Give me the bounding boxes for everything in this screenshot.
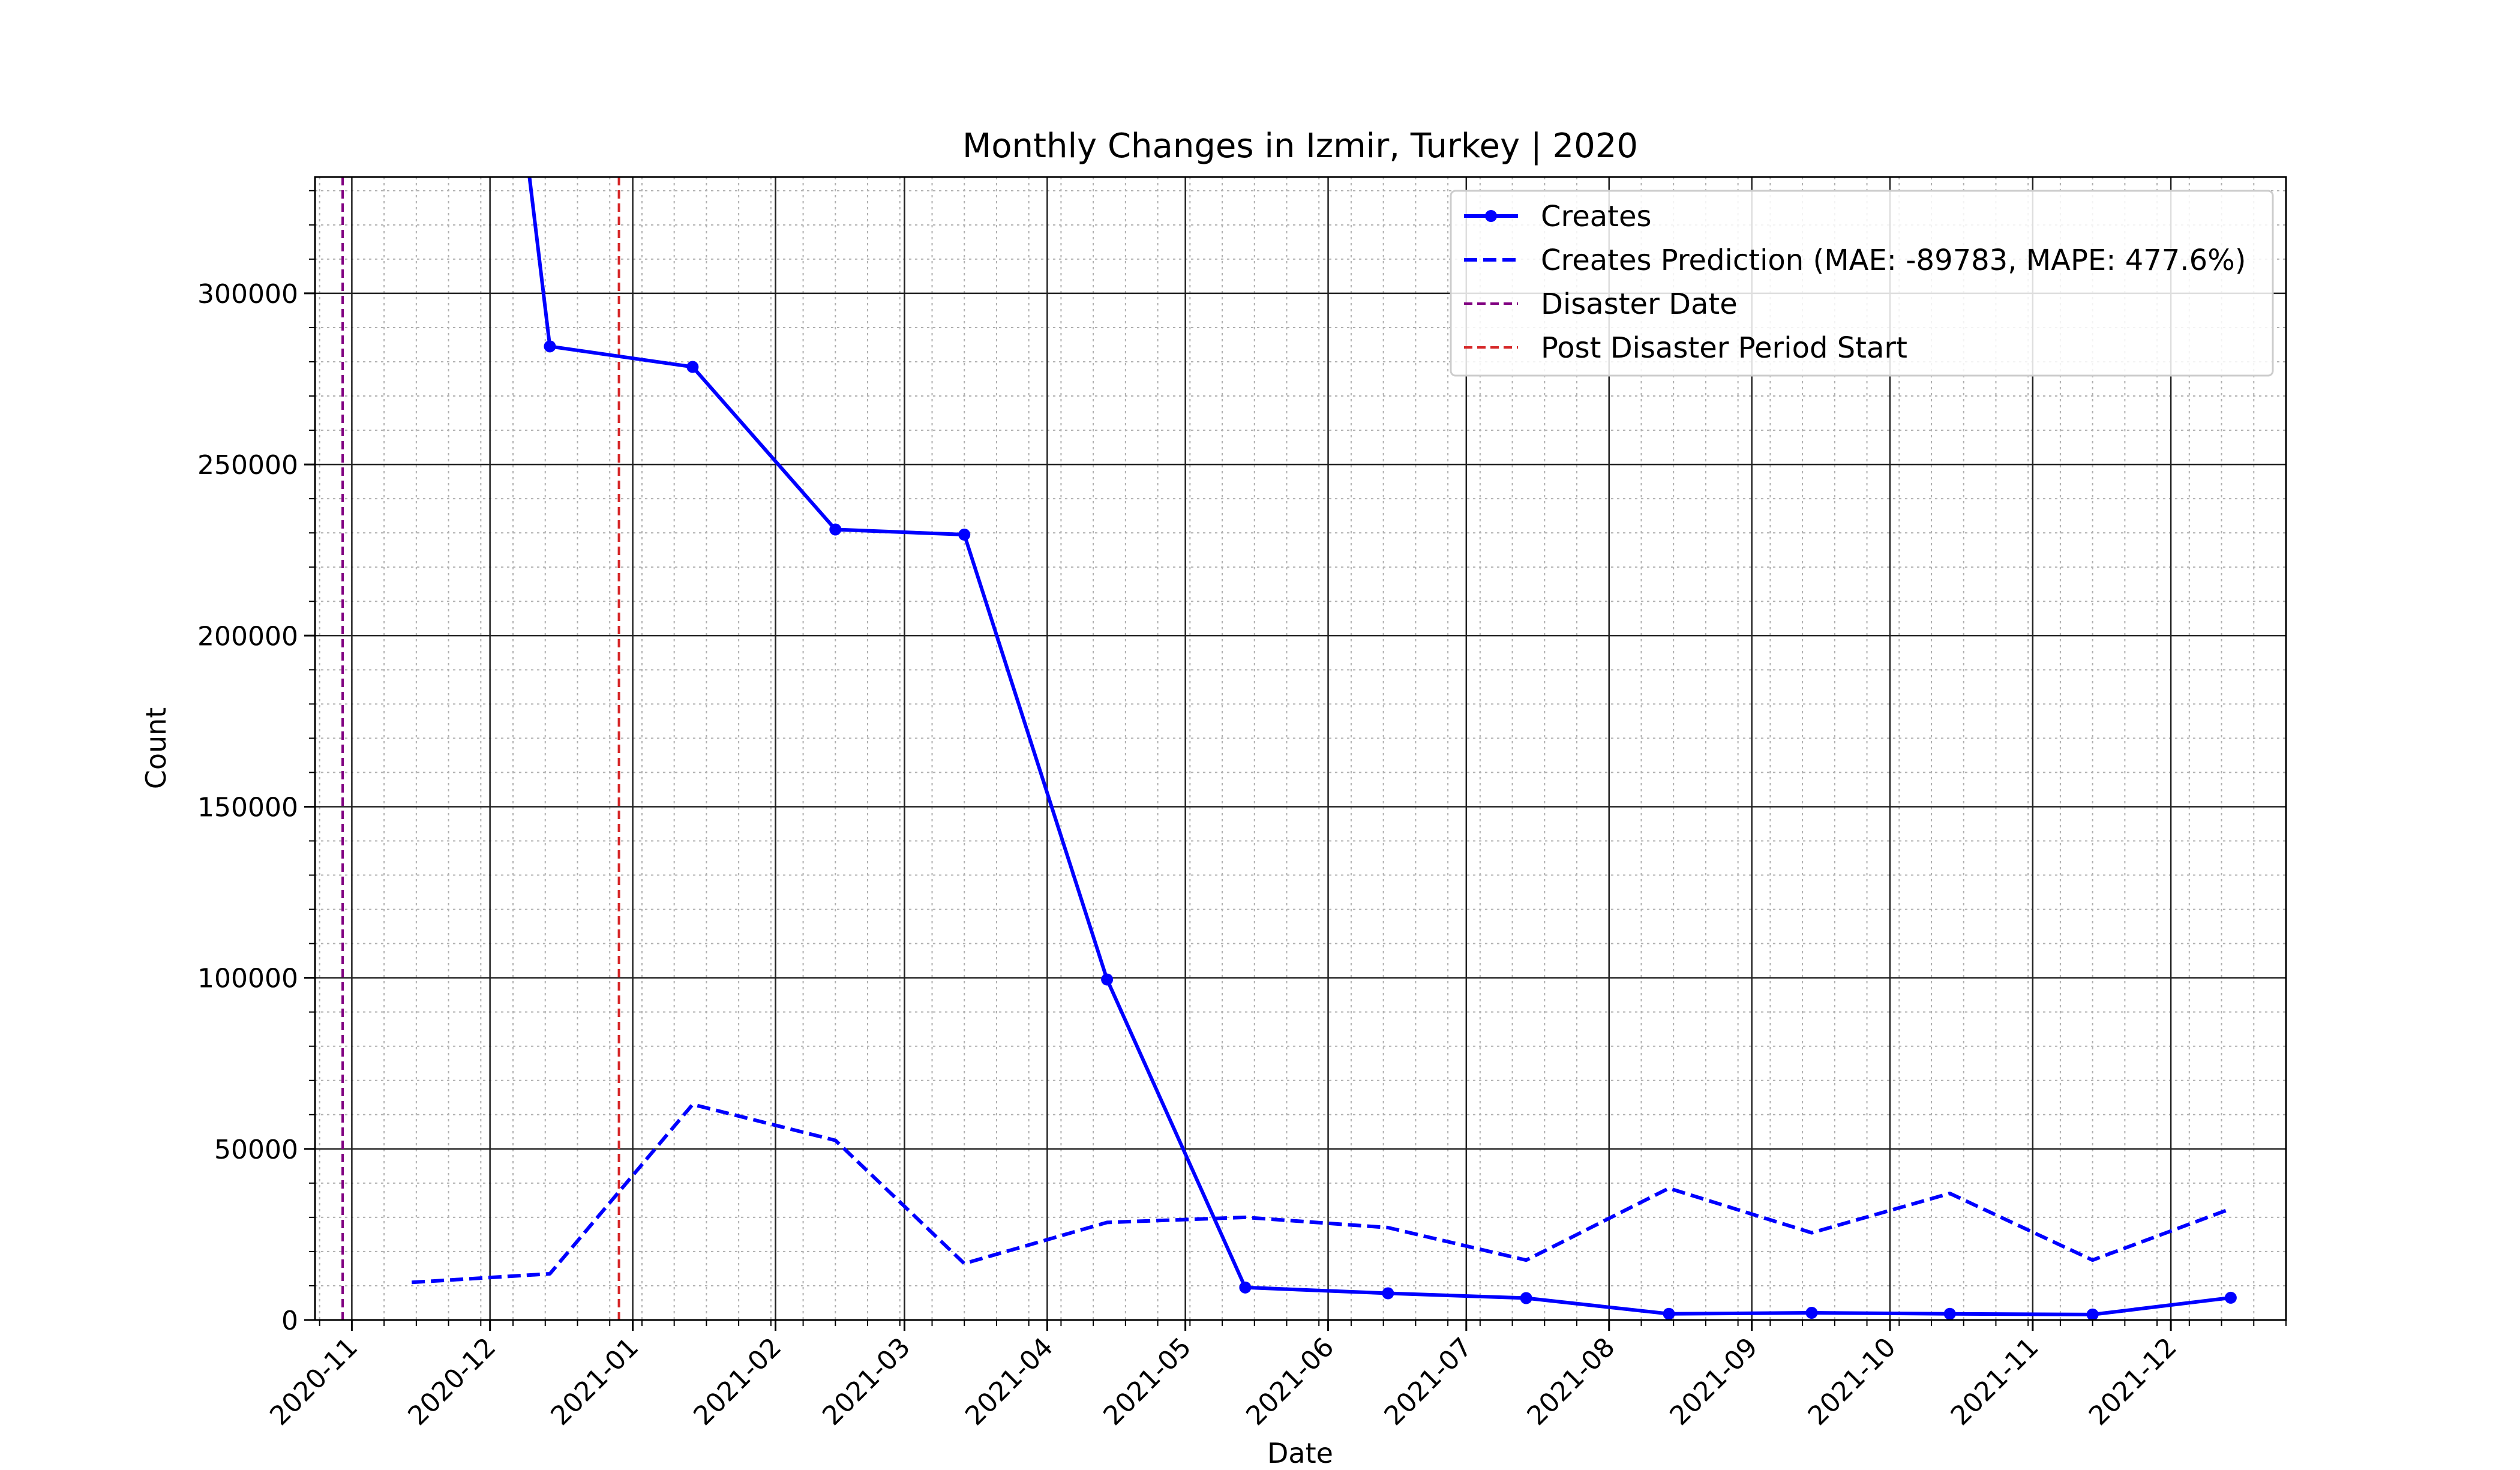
y-tick-label: 150000 [197,792,298,823]
legend-label-prediction: Creates Prediction (MAE: -89783, MAPE: 4… [1541,244,2246,277]
data-point-creates [544,340,556,353]
minor-grid [315,177,2287,1321]
data-point-creates [1663,1307,1675,1320]
x-axis-label: Date [1267,1437,1333,1469]
chart-title: Monthly Changes in Izmir, Turkey | 2020 [962,127,1638,166]
data-point-creates [1101,973,1114,986]
data-point-creates [1805,1307,1818,1319]
data-point-creates [1239,1281,1252,1294]
data-point-creates [1943,1307,1956,1320]
data-point-creates [829,523,842,536]
legend-label-disaster-date: Disaster Date [1541,287,1738,321]
y-axis-ticks: 0 50000 100000 150000 200000 250000 300000 [197,190,315,1336]
data-point-creates [1520,1292,1532,1304]
series-line-prediction [412,1102,2231,1285]
data-point-creates [2086,1308,2099,1320]
legend-label-post-disaster: Post Disaster Period Start [1541,331,1907,365]
plot-content [341,177,2237,1320]
data-point-creates [686,361,699,373]
y-tick-label: 250000 [197,450,298,481]
legend-box [1450,190,2274,377]
y-axis-label: Count [140,707,172,790]
legend-marker-creates [1485,210,1497,222]
data-point-creates [958,529,971,541]
y-tick-label: 100000 [197,964,298,994]
plot-frame [314,176,2287,1321]
data-point-creates [2224,1291,2237,1304]
legend: Creates Creates Prediction (MAE: -89783,… [1450,190,2274,377]
data-point-creates [1382,1287,1394,1300]
series-line-creates [527,177,2231,1316]
y-tick-label: 200000 [197,621,298,652]
y-tick-label: 300000 [197,279,298,310]
legend-label-creates: Creates [1541,200,1652,233]
y-tick-label: 50000 [214,1135,298,1165]
y-tick-label: 0 [281,1306,298,1336]
